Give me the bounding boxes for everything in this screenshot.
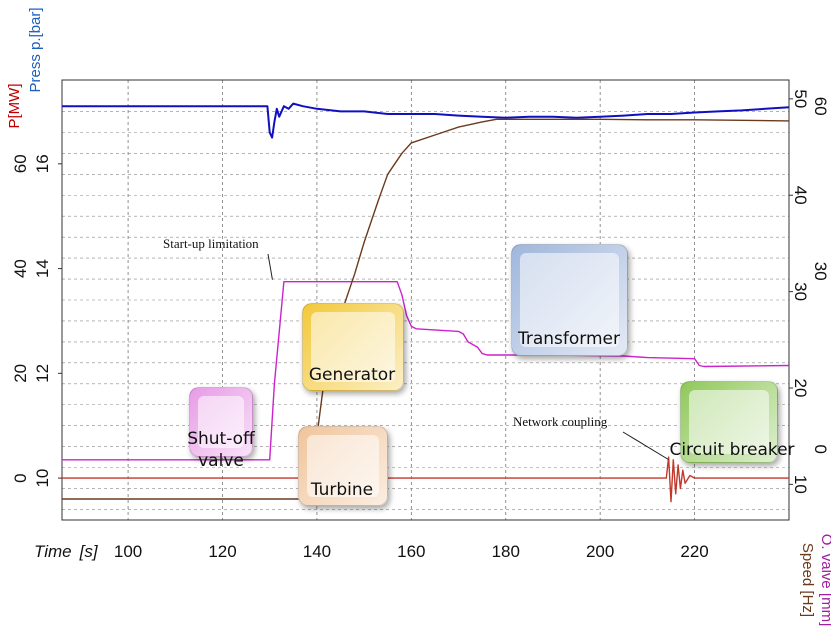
component-transformer-card	[511, 244, 628, 356]
circuit-breaker-picture-icon	[689, 390, 769, 454]
x-tick-label: 160	[397, 542, 425, 561]
annotation-arrow	[267, 253, 273, 280]
y-axis-title-valve: O. valve [mm]	[818, 534, 831, 627]
pressure-tick-label: 10	[33, 469, 52, 488]
x-tick-label: 180	[492, 542, 520, 561]
power-tick-label: 40	[11, 259, 30, 278]
speed-tick-label: 10	[791, 475, 810, 494]
annotation-start-up-limitation: Start-up limitation	[163, 236, 259, 251]
y-axis-title-pressure: Press p.[bar]	[27, 7, 44, 92]
power-tick-label: 20	[11, 364, 30, 383]
annotation-arrow	[622, 431, 669, 461]
annotations: Start-up limitation Network coupling	[163, 236, 669, 461]
series-line-power	[62, 456, 789, 503]
y-axis-title-speed: Speed [Hz]	[799, 543, 816, 617]
speed-tick-label: 40	[791, 186, 810, 205]
valve-tick-label: 30	[811, 262, 830, 281]
y-axis-title-power: P[MW]	[6, 84, 23, 129]
speed-tick-label: 50	[791, 89, 810, 108]
x-axis-title-label: Time	[34, 542, 72, 561]
component-shutoff-valve-label: Shut-off valve	[178, 428, 264, 472]
speed-tick-label: 30	[791, 282, 810, 301]
pressure-tick-label: 16	[33, 154, 52, 173]
x-ticks: 100 120 140 160 180 200 220	[114, 542, 709, 561]
shutoff-valve-line1: Shut-off	[187, 429, 255, 449]
component-shutoff-valve-card	[189, 387, 253, 457]
x-axis-title-unit: [s]	[79, 542, 99, 561]
plot-frame	[61, 79, 790, 521]
valve-tick-label: 0	[811, 445, 830, 454]
component-turbine-card	[298, 426, 388, 506]
x-tick-label: 140	[303, 542, 331, 561]
right-ticks: 10 20 30 40 50 0 30 60	[789, 89, 830, 494]
power-tick-label: 60	[11, 154, 30, 173]
component-circuit-breaker-card	[680, 381, 778, 463]
right-axis-titles: O. valve [mm] Speed [Hz]	[799, 534, 831, 627]
component-transformer-label: Transformer	[517, 329, 620, 349]
pressure-tick-label: 14	[33, 259, 52, 278]
left-ticks: 0 10 20 12 40 14 60 16	[11, 154, 62, 488]
x-tick-label: 200	[586, 542, 614, 561]
left-axis-titles: P[MW] Press p.[bar]	[6, 7, 44, 128]
annotation-network-coupling: Network coupling	[513, 414, 608, 429]
valve-tick-label: 60	[811, 97, 830, 116]
component-circuit-breaker-label: Circuit breaker	[669, 440, 795, 460]
valve-picture-icon	[198, 396, 244, 448]
turbine-picture-icon	[307, 435, 379, 497]
speed-tick-label: 20	[791, 379, 810, 398]
x-tick-label: 120	[208, 542, 236, 561]
series-line-valve	[62, 281, 790, 461]
x-tick-label: 100	[114, 542, 142, 561]
x-axis-title: Time [s]	[34, 542, 99, 561]
power-tick-label: 0	[11, 473, 30, 482]
shutoff-valve-line2: valve	[198, 451, 244, 471]
component-generator-label: Generator	[308, 365, 396, 385]
component-generator-card	[302, 303, 404, 391]
component-turbine-label: Turbine	[310, 480, 374, 500]
transformer-picture-icon	[520, 253, 619, 347]
x-tick-label: 220	[680, 542, 708, 561]
series-line-pressure	[62, 102, 790, 139]
pressure-tick-label: 12	[33, 364, 52, 383]
generator-picture-icon	[311, 312, 395, 382]
